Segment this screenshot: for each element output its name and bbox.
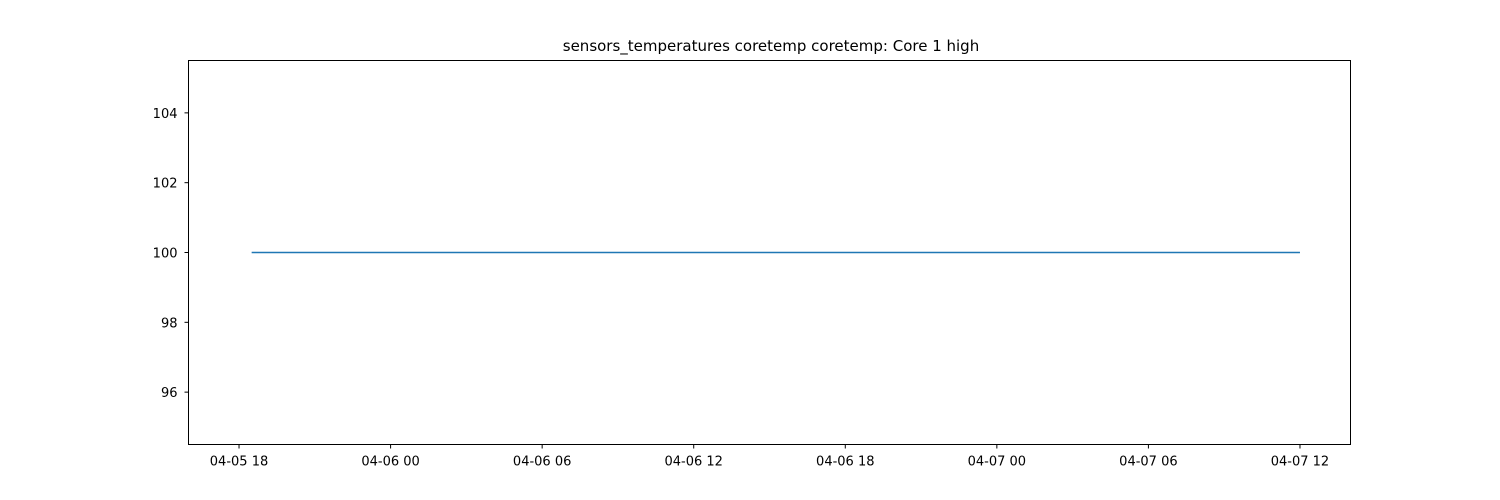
y-tick-label: 96 bbox=[161, 386, 178, 401]
plot-area: 04-05 18 04-06 00 04-06 06 04-06 12 04-06 18… bbox=[153, 107, 1330, 470]
x-tick-label: 04-06 06 bbox=[513, 455, 571, 470]
x-tick-label: 04-06 00 bbox=[361, 455, 419, 470]
y-tick-label: 98 bbox=[161, 316, 178, 331]
y-tick-label: 104 bbox=[153, 107, 178, 122]
x-tick-label: 04-06 18 bbox=[816, 455, 874, 470]
x-tick-label: 04-07 06 bbox=[1119, 455, 1177, 470]
x-tick-label: 04-07 12 bbox=[1271, 455, 1329, 470]
plot-frame bbox=[188, 60, 1351, 445]
x-tick-label: 04-05 18 bbox=[210, 455, 268, 470]
x-tick-label: 04-07 00 bbox=[968, 455, 1026, 470]
y-tick-label: 102 bbox=[153, 177, 178, 192]
x-tick-label: 04-06 12 bbox=[664, 455, 722, 470]
chart-title: sensors_temperatures coretemp coretemp: … bbox=[563, 37, 979, 56]
y-tick-label: 100 bbox=[153, 247, 178, 262]
